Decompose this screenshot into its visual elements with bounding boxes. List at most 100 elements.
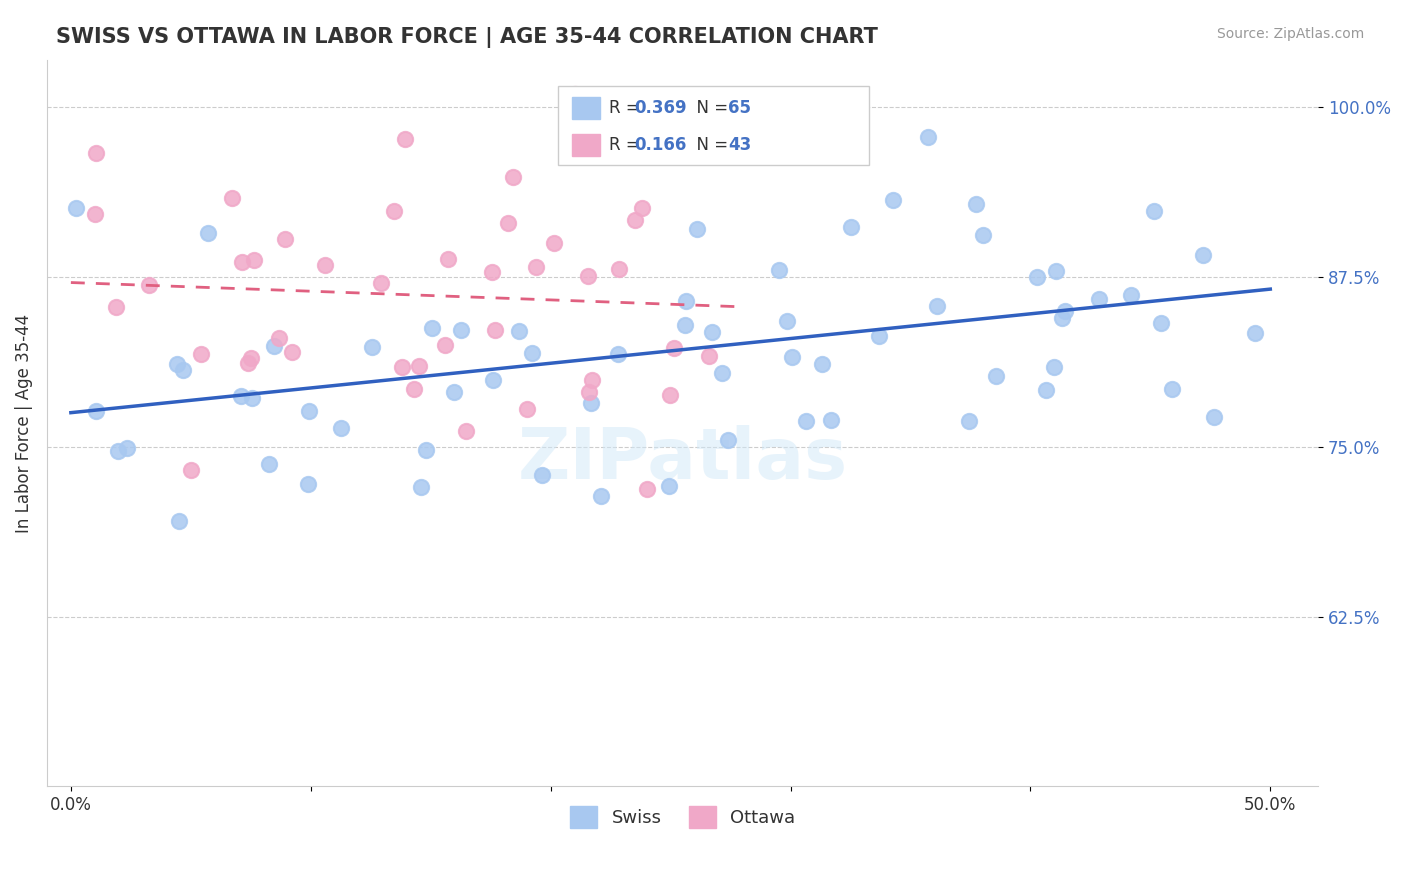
Point [882,193,904,207]
Text: R =: R = [609,99,645,118]
Point [1244,326,1267,340]
Point [415,443,437,458]
Point [169,514,191,528]
Point [820,412,842,426]
Point [166,357,188,371]
Point [190,347,212,361]
Point [240,391,263,405]
Point [673,318,696,332]
Point [197,226,219,240]
Point [408,359,430,374]
Point [957,414,980,428]
Point [454,424,477,438]
FancyBboxPatch shape [572,134,600,155]
Point [443,384,465,399]
Point [585,136,607,150]
Point [138,278,160,293]
Point [662,341,685,355]
Point [502,169,524,184]
Legend: Swiss, Ottawa: Swiss, Ottawa [562,799,803,836]
Point [1035,383,1057,397]
Point [700,325,723,339]
Point [768,262,790,277]
Point [394,132,416,146]
Point [329,420,352,434]
Text: ZIPatlas: ZIPatlas [517,425,848,494]
Text: 65: 65 [728,99,751,118]
Point [450,323,472,337]
Y-axis label: In Labor Force | Age 35-44: In Labor Force | Age 35-44 [15,313,32,533]
Point [65,201,87,215]
Point [1160,382,1182,396]
Point [972,227,994,242]
Point [717,433,740,447]
Point [409,480,432,494]
Point [243,252,266,267]
Point [298,404,321,418]
Point [658,479,681,493]
Point [1042,360,1064,375]
Point [231,255,253,269]
Point [314,258,336,272]
Point [391,359,413,374]
Point [675,293,697,308]
Point [361,340,384,354]
Point [402,382,425,396]
Point [589,489,612,503]
Point [297,477,319,491]
Point [623,213,645,227]
Point [1143,203,1166,218]
Text: Source: ZipAtlas.com: Source: ZipAtlas.com [1216,27,1364,41]
Point [221,191,243,205]
Point [257,457,280,471]
Point [578,384,600,399]
Point [794,414,817,428]
Point [1150,316,1173,330]
Point [530,468,553,483]
Point [984,369,1007,384]
Point [1204,409,1226,424]
Point [811,357,834,371]
Point [576,268,599,283]
Point [839,219,862,234]
Point [581,373,603,387]
Point [925,299,948,313]
Text: SWISS VS OTTAWA IN LABOR FORCE | AGE 35-44 CORRELATION CHART: SWISS VS OTTAWA IN LABOR FORCE | AGE 35-… [56,27,879,48]
Point [84,207,107,221]
Point [236,356,259,370]
Point [370,276,392,290]
Point [965,197,987,211]
Point [240,351,263,365]
Point [524,260,547,274]
Point [607,347,630,361]
Point [1192,248,1215,262]
Text: 43: 43 [728,136,752,153]
Point [481,373,503,387]
Text: 0.166: 0.166 [634,136,686,153]
Point [776,314,799,328]
Point [263,339,285,353]
Point [105,300,128,314]
Point [434,337,457,351]
Point [1050,311,1073,326]
Point [484,323,506,337]
Point [231,389,253,403]
Point [1025,269,1047,284]
Point [1087,292,1109,306]
Point [520,346,543,360]
Point [84,404,107,418]
FancyBboxPatch shape [558,87,869,165]
Point [516,401,538,416]
Point [636,482,658,496]
Point [631,201,654,215]
FancyBboxPatch shape [572,97,600,120]
Point [780,350,803,364]
Point [420,320,443,334]
Point [800,138,823,153]
Point [281,345,304,359]
Point [84,145,107,160]
Point [508,324,530,338]
Point [697,349,720,363]
Point [564,87,586,101]
Point [581,396,603,410]
